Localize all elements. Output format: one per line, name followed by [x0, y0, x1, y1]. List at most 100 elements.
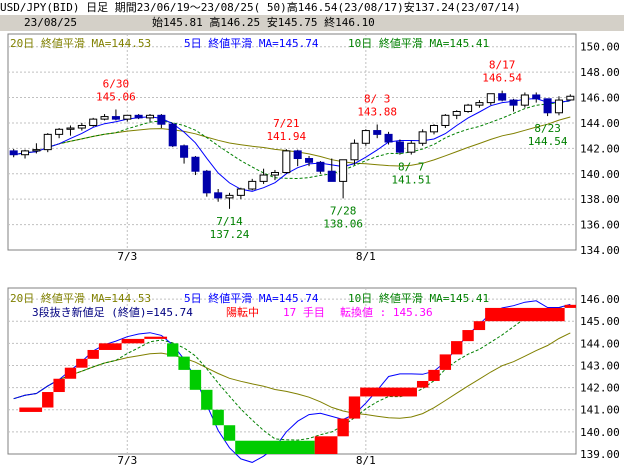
candle-body — [407, 142, 416, 153]
candle-body — [554, 99, 563, 114]
candle-body — [520, 94, 529, 106]
break-brick — [121, 338, 145, 344]
candle-body — [180, 145, 189, 158]
break-legend-ma5: 5日 終値平滑 MA=145.74 — [184, 291, 319, 305]
high-annotation-value: 145.06 — [96, 90, 136, 103]
break-brick — [473, 321, 486, 331]
legend-ma5: 5日 終値平滑 MA=145.74 — [184, 36, 319, 50]
low-annotation-value: 141.51 — [391, 174, 431, 187]
candle-body — [361, 130, 370, 144]
break-brick — [19, 407, 43, 412]
candle-body — [475, 102, 484, 106]
candle-body — [486, 93, 495, 104]
low-annotation-date: 8/23 — [534, 122, 561, 135]
candle-body — [248, 180, 257, 190]
high-annotation-date: 8/ 3 — [364, 92, 391, 105]
break-count: 17 手目 — [283, 305, 325, 319]
high-annotation-date: 6/30 — [103, 77, 130, 90]
ma10-line — [13, 100, 571, 180]
break-y-tick-label: 143.00 — [580, 359, 620, 372]
candle-body — [123, 114, 132, 120]
break-brick — [189, 369, 202, 390]
candle-body — [452, 111, 461, 116]
candle-body — [168, 123, 177, 147]
high-annotation-value: 141.94 — [266, 130, 306, 143]
break-x-tick-label: 7/3 — [117, 454, 137, 467]
break-y-tick-label: 140.00 — [580, 426, 620, 439]
candle-body — [202, 170, 211, 194]
break-brick — [314, 436, 338, 454]
break-y-tick-label: 145.00 — [580, 315, 620, 328]
candle-body — [214, 192, 223, 199]
price-y-tick-label: 140.00 — [580, 168, 620, 181]
candle-body — [21, 150, 30, 156]
low-annotation-date: 8/ 7 — [398, 161, 425, 174]
break-brick — [167, 343, 179, 357]
break-y-tick-label: 146.00 — [580, 293, 620, 306]
break-ma10-line — [13, 304, 571, 441]
high-annotation-value: 143.88 — [357, 105, 397, 118]
break-brick — [428, 369, 440, 381]
break-brick — [348, 396, 361, 419]
header-summary: USD/JPY(BID) 日足 期間23/06/19～23/08/25( 50)… — [0, 1, 521, 14]
candle-body — [373, 130, 382, 135]
break-brick — [87, 349, 99, 359]
candle-body — [384, 133, 393, 143]
break-legend-ma20: 20日 終値平滑 MA=144.53 — [10, 291, 151, 305]
break-brick — [360, 387, 417, 397]
break-brick — [462, 330, 474, 342]
high-annotation-date: 7/21 — [273, 117, 300, 130]
break-y-tick-label: 141.00 — [580, 404, 620, 417]
candle-body — [157, 114, 166, 125]
break-brick — [416, 380, 429, 388]
candle-body — [464, 104, 473, 113]
low-annotation-date: 7/28 — [330, 204, 357, 217]
bar-date: 23/08/25 — [24, 16, 77, 29]
candle-body — [339, 159, 348, 182]
break-brick — [98, 343, 122, 350]
low-annotation-value: 144.54 — [528, 135, 568, 148]
candle-body — [89, 118, 98, 126]
break-reversal: 転換値 : 145.36 — [340, 306, 433, 319]
candle-body — [566, 95, 575, 101]
price-y-tick-label: 148.00 — [580, 66, 620, 79]
legend-ma20: 20日 終値平滑 MA=144.53 — [10, 36, 151, 50]
break-brick — [144, 336, 168, 339]
candle-body — [100, 116, 109, 120]
candle-body — [316, 161, 325, 172]
price-y-tick-label: 138.00 — [580, 193, 620, 206]
break-brick — [201, 389, 213, 410]
break-brick — [53, 378, 65, 393]
price-x-tick-label: 8/1 — [356, 250, 376, 263]
candle-body — [77, 124, 86, 129]
low-annotation-value: 138.06 — [323, 217, 363, 230]
price-y-tick-label: 136.00 — [580, 219, 620, 232]
candle-body — [282, 150, 291, 173]
break-brick — [337, 418, 349, 437]
candle-body — [498, 93, 507, 101]
low-annotation-date: 7/14 — [216, 215, 243, 228]
candle-body — [259, 174, 268, 182]
price-y-tick-label: 146.00 — [580, 92, 620, 105]
break-y-tick-label: 144.00 — [580, 337, 620, 350]
price-y-tick-label: 134.00 — [580, 244, 620, 257]
candle-body — [270, 171, 279, 176]
candle-body — [9, 150, 18, 156]
candle-body — [236, 188, 245, 196]
candle-body — [66, 127, 75, 130]
break-info: 3段抜き新値足 (終値)=145.74 — [32, 305, 193, 319]
break-brick — [485, 307, 565, 322]
candle-body — [350, 142, 359, 161]
chart-header: USD/JPY(BID) 日足 期間23/06/19～23/08/25( 50)… — [0, 0, 624, 16]
high-annotation-date: 8/17 — [489, 59, 516, 72]
candle-body — [418, 131, 427, 144]
break-brick — [212, 409, 224, 426]
candle-body — [305, 158, 314, 163]
candle-body — [441, 114, 450, 126]
candle-body — [532, 94, 541, 100]
break-brick — [564, 304, 576, 308]
candle-body — [111, 116, 120, 120]
candle-body — [145, 114, 155, 119]
bar-ohlc: 始145.81 高146.25 安145.75 終146.10 — [152, 16, 375, 29]
break-y-tick-label: 142.00 — [580, 382, 620, 395]
